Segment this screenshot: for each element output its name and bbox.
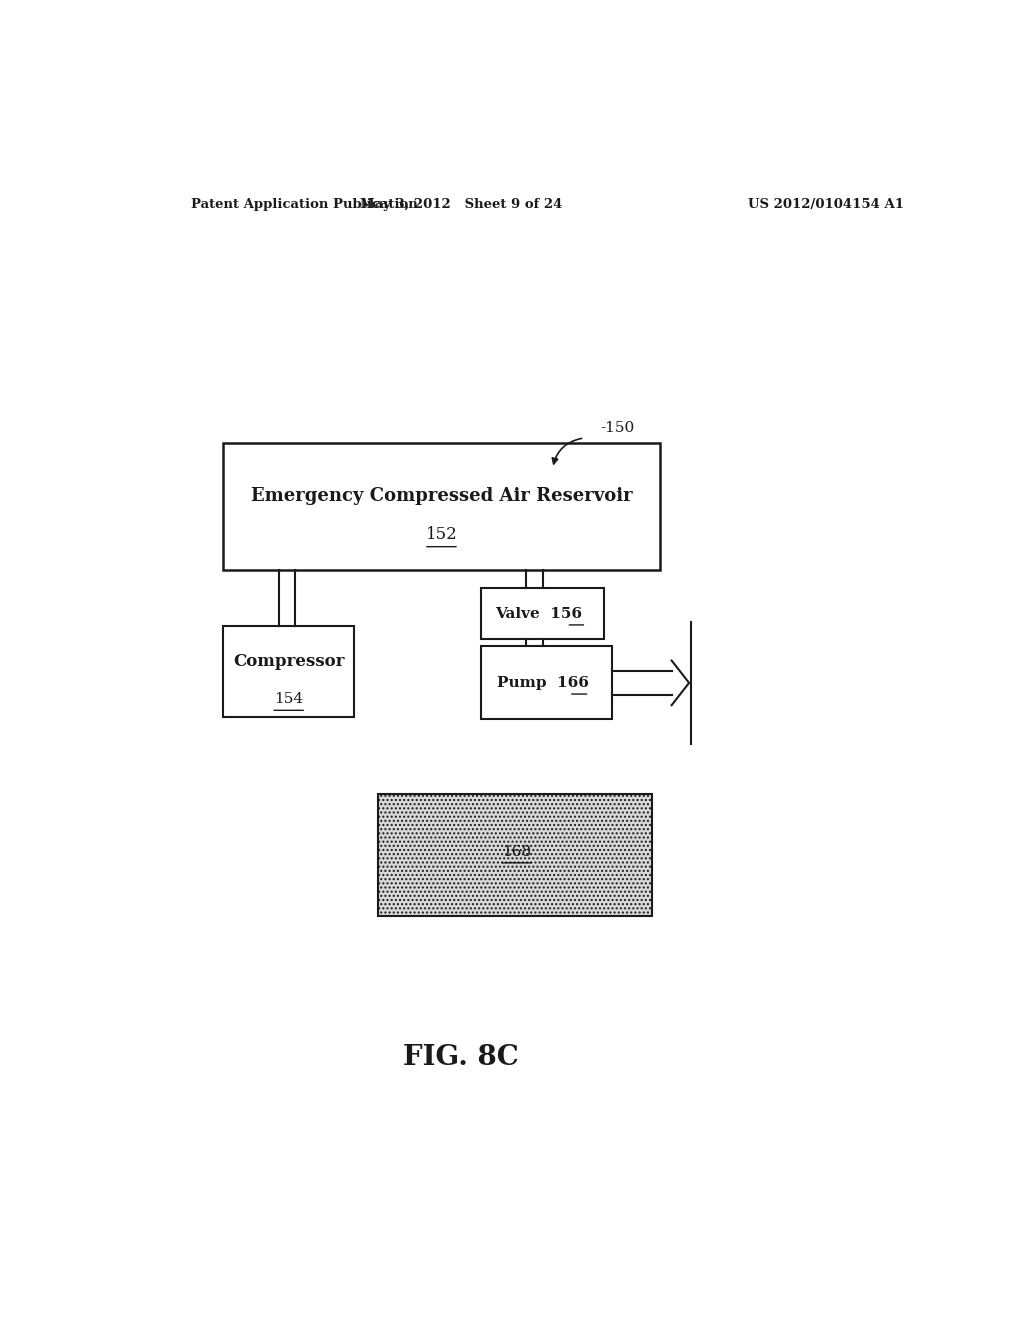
Text: Compressor: Compressor [232, 653, 344, 671]
FancyBboxPatch shape [223, 626, 354, 718]
Text: 154: 154 [274, 692, 303, 706]
Text: Emergency Compressed Air Reservoir: Emergency Compressed Air Reservoir [251, 487, 632, 504]
Text: 168: 168 [503, 845, 531, 858]
Text: FIG. 8C: FIG. 8C [403, 1044, 519, 1072]
Text: 152: 152 [426, 525, 458, 543]
Text: -150: -150 [600, 421, 635, 434]
Text: Patent Application Publication: Patent Application Publication [191, 198, 418, 211]
FancyBboxPatch shape [481, 647, 612, 719]
Text: US 2012/0104154 A1: US 2012/0104154 A1 [749, 198, 904, 211]
Text: Pump  166: Pump 166 [497, 676, 589, 690]
FancyBboxPatch shape [481, 589, 604, 639]
FancyBboxPatch shape [378, 793, 651, 916]
Text: May 3, 2012   Sheet 9 of 24: May 3, 2012 Sheet 9 of 24 [360, 198, 562, 211]
FancyBboxPatch shape [223, 444, 659, 570]
Text: Valve  156: Valve 156 [496, 607, 583, 620]
